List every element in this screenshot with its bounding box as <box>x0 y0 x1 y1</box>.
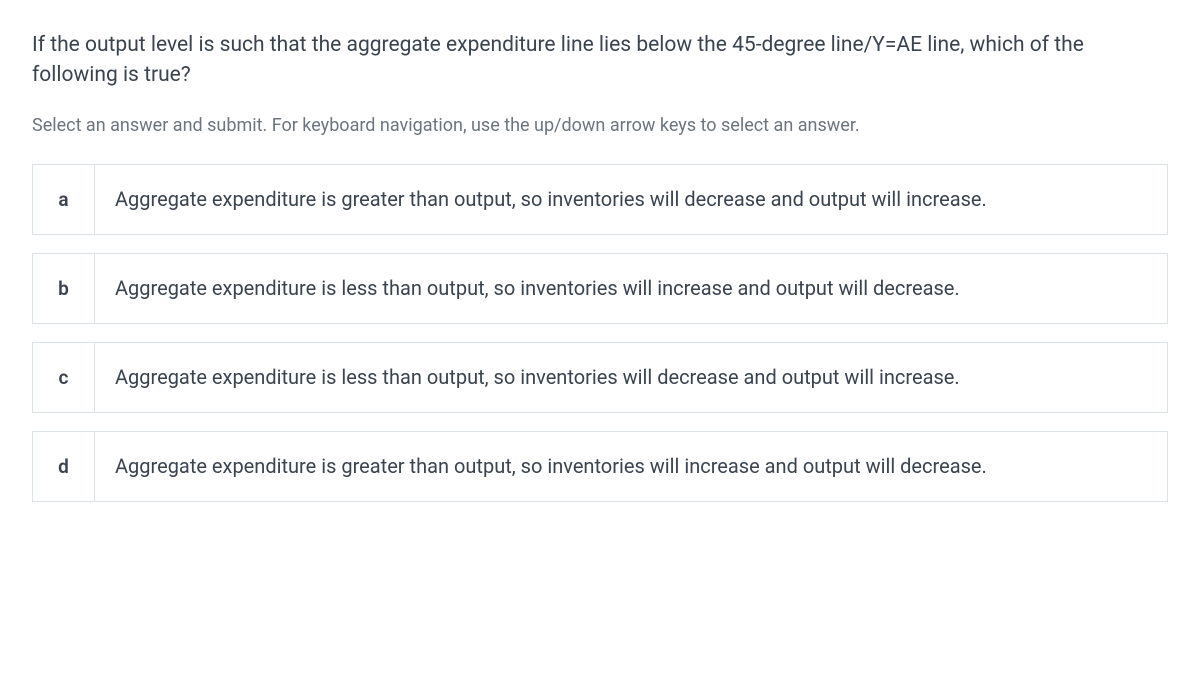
answer-letter: a <box>33 165 95 234</box>
answer-text: Aggregate expenditure is less than outpu… <box>95 254 1167 323</box>
answer-letter: c <box>33 343 95 412</box>
answer-text: Aggregate expenditure is less than outpu… <box>95 343 1167 412</box>
answer-option-d[interactable]: d Aggregate expenditure is greater than … <box>32 431 1168 502</box>
answer-option-b[interactable]: b Aggregate expenditure is less than out… <box>32 253 1168 324</box>
instruction-text: Select an answer and submit. For keyboar… <box>32 115 1168 136</box>
answer-letter: b <box>33 254 95 323</box>
answer-text: Aggregate expenditure is greater than ou… <box>95 432 1167 501</box>
question-text: If the output level is such that the agg… <box>32 30 1168 91</box>
answer-option-a[interactable]: a Aggregate expenditure is greater than … <box>32 164 1168 235</box>
answer-letter: d <box>33 432 95 501</box>
answer-text: Aggregate expenditure is greater than ou… <box>95 165 1167 234</box>
answer-option-c[interactable]: c Aggregate expenditure is less than out… <box>32 342 1168 413</box>
